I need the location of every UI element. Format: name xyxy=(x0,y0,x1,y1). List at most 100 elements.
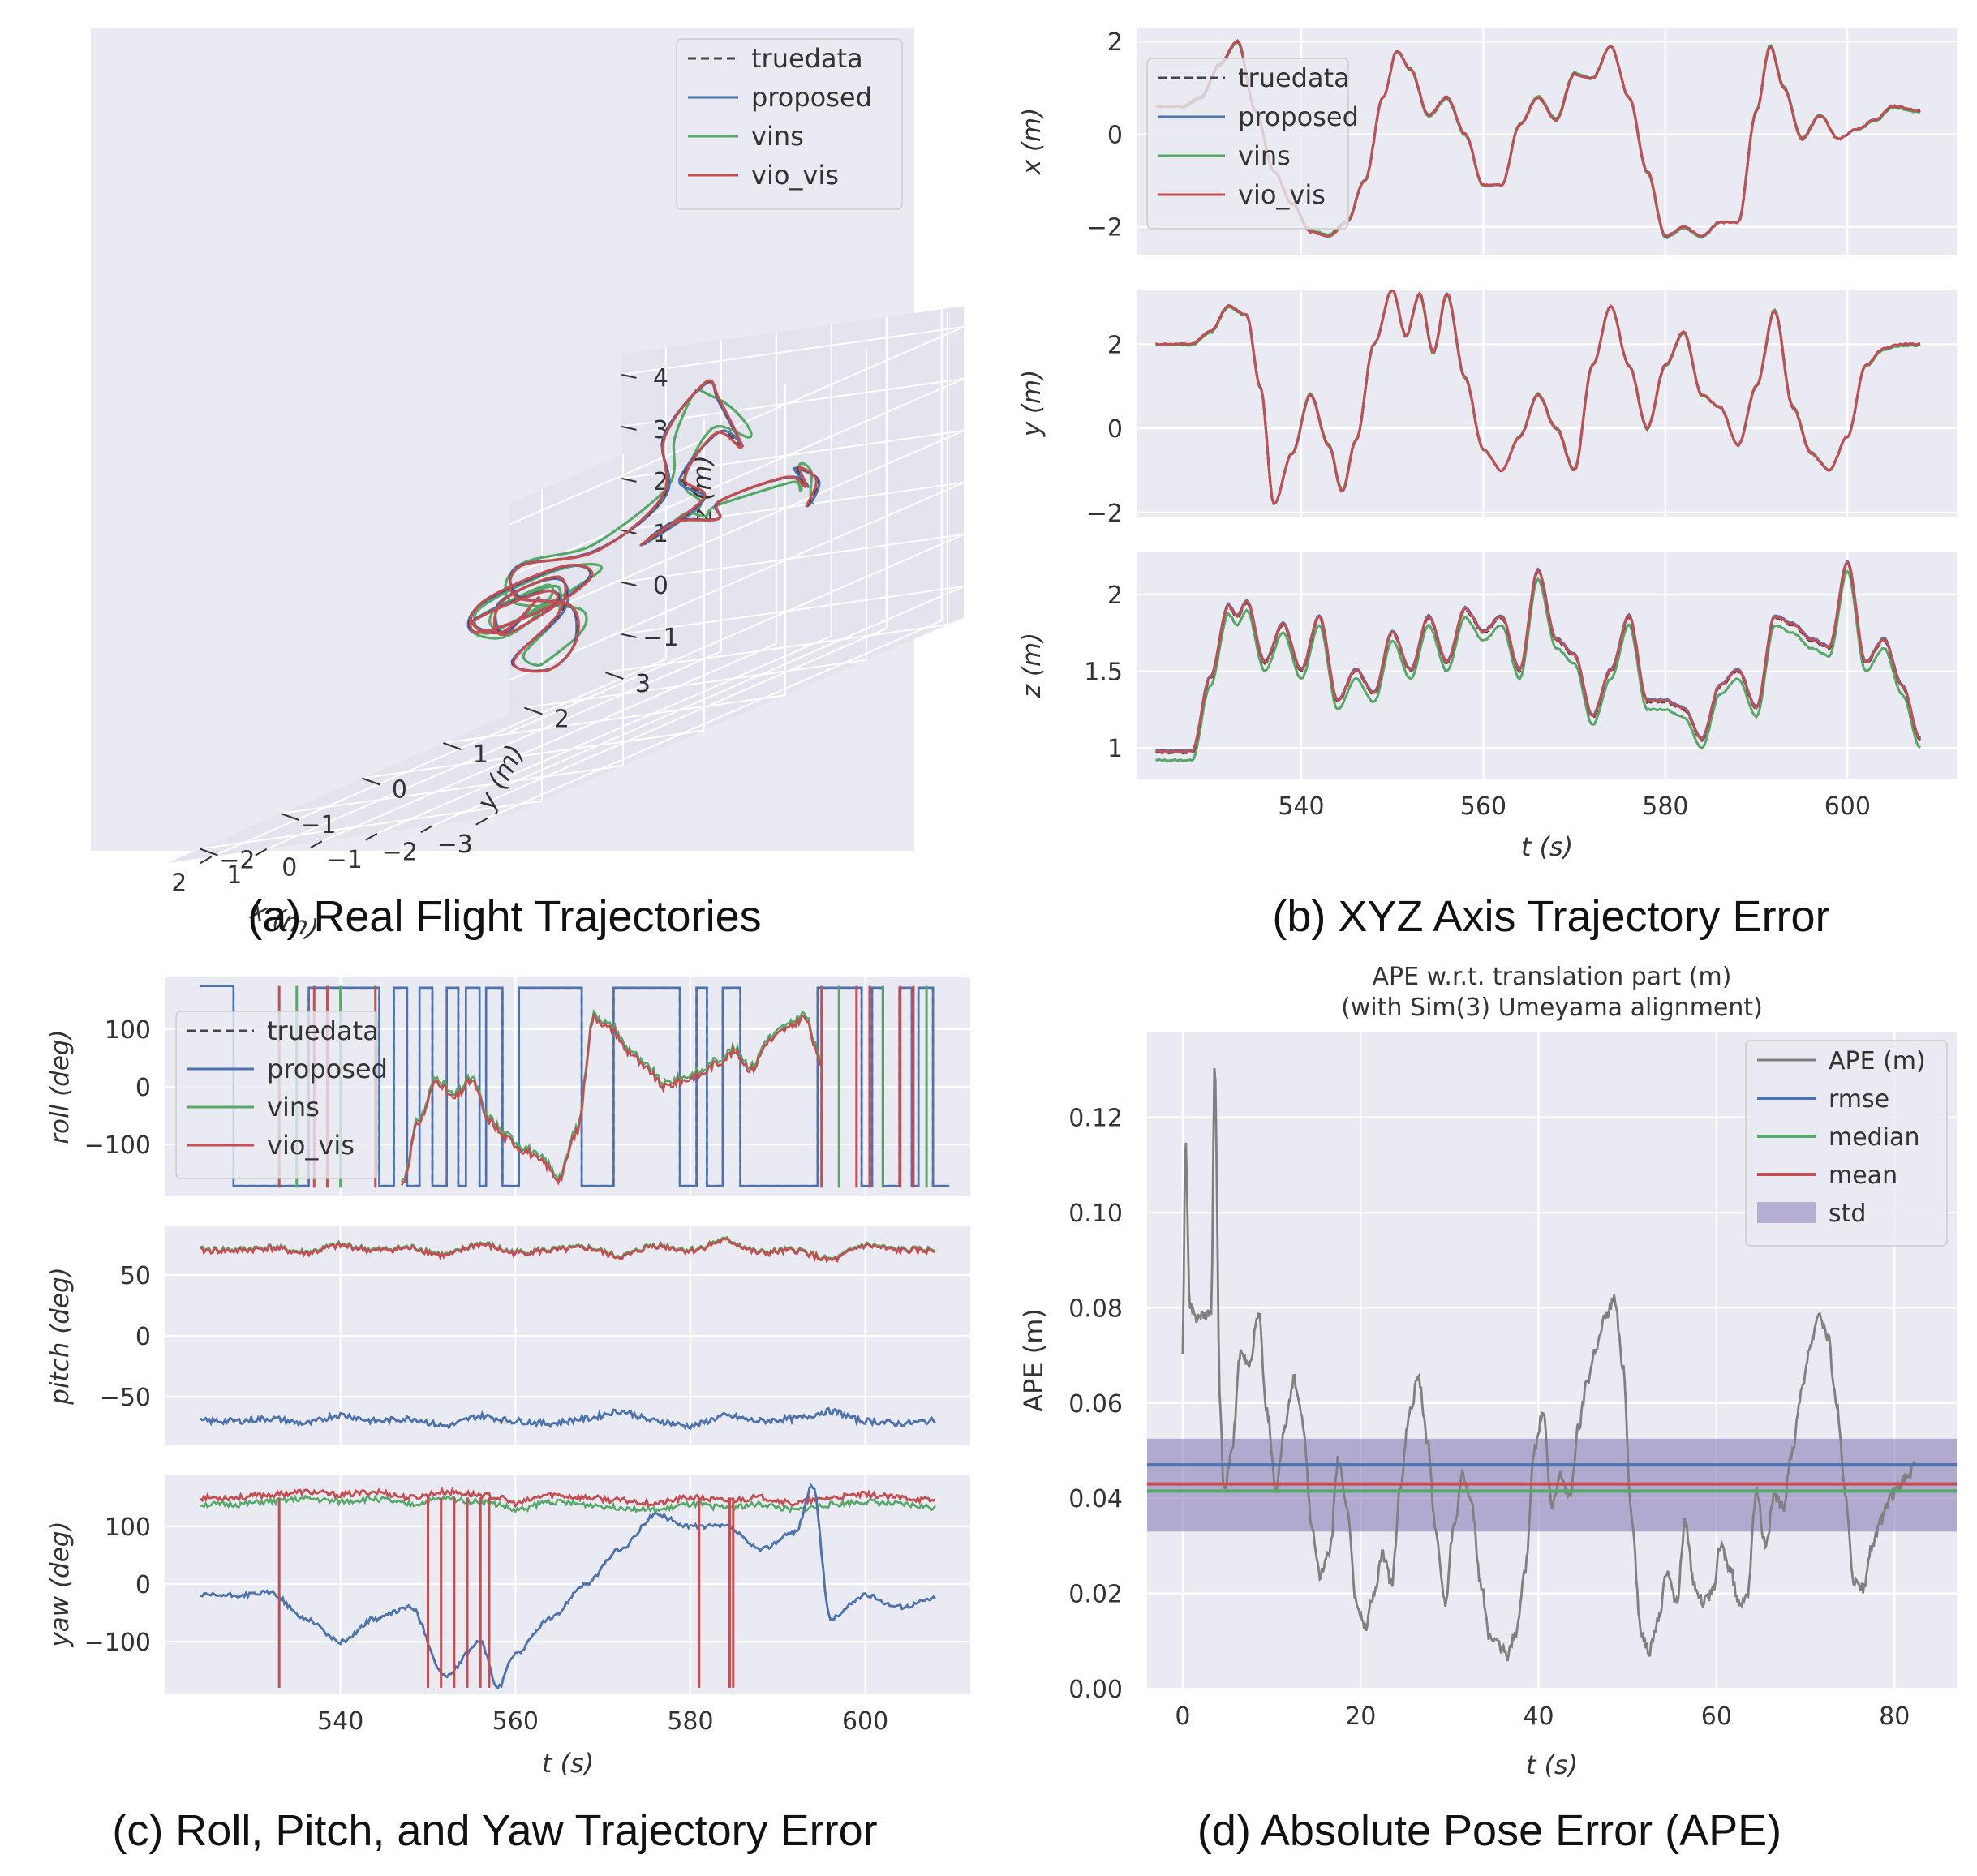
grid-z-wall-x xyxy=(509,586,965,785)
plot-d-xtick: 40 xyxy=(1523,1702,1554,1731)
grid-z-wall-y xyxy=(621,534,965,583)
a-ztick-mark xyxy=(621,477,637,483)
a-xtick-label: 0 xyxy=(282,853,297,882)
grid-y-floor xyxy=(281,765,624,814)
plot-c2-ylabel: pitch (deg) xyxy=(45,1267,75,1406)
legend-d-frame xyxy=(1745,1040,1948,1247)
grid-z-wall-x xyxy=(509,482,965,681)
legend-b-label-truedata: truedata xyxy=(1238,62,1350,93)
plot-c-xlabel: t (s) xyxy=(542,1748,594,1779)
a-xtick-mark xyxy=(310,840,323,849)
plot-b3-xtick: 600 xyxy=(1824,792,1871,821)
grid-x-floor xyxy=(266,650,722,850)
plot-d-ytick: 0.08 xyxy=(1068,1294,1123,1323)
legend-a-frame xyxy=(676,38,903,210)
plot-b3-series-vins xyxy=(1155,569,1922,762)
plot-d-ytick: 0.10 xyxy=(1068,1200,1123,1228)
plot-b1-ytick: −2 xyxy=(1087,214,1123,243)
plot-b3-xtick: 540 xyxy=(1278,792,1324,821)
a-xtick-mark xyxy=(475,817,488,826)
pane-y-wall xyxy=(621,306,964,666)
legend-d-label-rmse: rmse xyxy=(1829,1085,1889,1114)
a-ytick-mark xyxy=(443,742,462,750)
grid-z-wall-y xyxy=(621,326,965,376)
grid-y-floor xyxy=(443,694,786,744)
legend-b-label-proposed: proposed xyxy=(1238,101,1359,132)
plot-c3-ytick: 100 xyxy=(105,1513,151,1542)
plot-d-ytick: 0.12 xyxy=(1068,1105,1123,1133)
plot-c3-xtick: 540 xyxy=(317,1707,363,1736)
plot-c2-series-vio_vis xyxy=(200,1237,936,1264)
plot-c3-ytick: −100 xyxy=(84,1629,151,1657)
plot-c3-xtick: 600 xyxy=(842,1707,888,1736)
legend-d-label-mean: mean xyxy=(1829,1161,1897,1190)
plot-b3-ytick: 1 xyxy=(1107,735,1123,763)
grid-y-floor xyxy=(362,729,705,779)
a-ztick-mark xyxy=(621,633,637,638)
a-xtick-label: −1 xyxy=(327,846,363,874)
panel-d: APE w.r.t. translation part (m) (with Sim… xyxy=(1018,963,1957,1780)
plot-d-xtick: 20 xyxy=(1345,1702,1376,1731)
plot-c2-lines xyxy=(200,1235,936,1431)
plot-b3-ytick: 1.5 xyxy=(1084,659,1123,687)
grid-z-wall-x xyxy=(509,534,965,733)
plot-d-subtitle: (with Sim(3) Umeyama alignment) xyxy=(1341,994,1763,1022)
grid-y-floor xyxy=(524,659,867,709)
caption-b: (b) XYZ Axis Trajectory Error xyxy=(1272,892,1829,941)
plot-b-xlabel: t (s) xyxy=(1521,831,1573,862)
legend-b-label-vio_vis: vio_vis xyxy=(1238,179,1326,210)
plot-b2-grid xyxy=(1137,290,1957,517)
plot-c2-ytick: −50 xyxy=(100,1384,151,1412)
grid-y-floor xyxy=(605,624,948,673)
plot-b3-xtick: 580 xyxy=(1642,792,1688,821)
plot-c1-ytick: 0 xyxy=(135,1074,151,1102)
plot-a-3d-grid xyxy=(167,306,965,863)
legend-c-label-vio_vis: vio_vis xyxy=(267,1130,355,1161)
a-ytick-label: −1 xyxy=(300,811,336,839)
plot-c3-lines xyxy=(200,1483,936,1690)
plot-a-trajectories xyxy=(466,379,821,673)
a-ytick-label: 3 xyxy=(635,670,651,698)
plot-d-ytick: 0.04 xyxy=(1068,1485,1123,1513)
legend-c-label-proposed: proposed xyxy=(267,1054,388,1084)
grid-x-floor xyxy=(211,658,667,858)
plot-c2-ytick: 0 xyxy=(135,1323,151,1351)
legend-a-label-proposed: proposed xyxy=(751,82,872,113)
a-ytick-mark xyxy=(200,848,218,856)
plot-b2-ylabel: y (m) xyxy=(1017,370,1047,438)
plot-c2-ytick: 50 xyxy=(120,1262,151,1290)
panel-c: −100 0 100 roll (deg) truedata proposed vins vi… xyxy=(45,977,970,1779)
plot-d-series-ape xyxy=(1181,1067,1916,1662)
plot-c2-grid xyxy=(165,1226,970,1445)
a-ytick-mark xyxy=(605,672,624,680)
legend-c-label-truedata: truedata xyxy=(267,1015,379,1046)
plot-c1-ytick: 100 xyxy=(105,1016,151,1045)
plot-b3-xtick: 560 xyxy=(1460,792,1506,821)
plot-b3-ylabel: z (m) xyxy=(1017,633,1047,699)
plot-c3-xtick: 580 xyxy=(667,1707,713,1736)
legend-d-label-ape: APE (m) xyxy=(1829,1047,1926,1075)
plot-b2-ytick: 0 xyxy=(1107,415,1123,444)
a-ztick-label: 0 xyxy=(653,572,668,600)
plot-c3-ytick: 0 xyxy=(135,1571,151,1599)
legend-c-frame xyxy=(175,1011,378,1179)
plot-b3-background xyxy=(1137,552,1957,779)
plot-c3-series-vins xyxy=(200,1494,936,1516)
a-ztick-label: −1 xyxy=(643,624,678,652)
caption-d: (d) Absolute Pose Error (APE) xyxy=(1197,1806,1781,1855)
grid-z-wall-x xyxy=(509,378,965,577)
a-xtick-mark xyxy=(365,832,378,841)
plot-c3-ylabel: yaw (deg) xyxy=(45,1521,75,1647)
plot-c1-ytick: −100 xyxy=(84,1131,151,1160)
grid-y-floor xyxy=(200,800,543,850)
plot-c2-series-proposed xyxy=(200,1406,936,1431)
plot-c3-grid xyxy=(165,1475,970,1694)
a-xtick-mark xyxy=(420,825,433,834)
plot-b3-series-vio_vis xyxy=(1155,560,1922,754)
a-xtick-label: 1 xyxy=(226,861,242,890)
grid-z-wall-x xyxy=(509,430,965,629)
grid-z-wall-y xyxy=(621,378,965,427)
a-ztick-mark xyxy=(621,373,637,379)
plot-d-xlabel: t (s) xyxy=(1526,1749,1578,1780)
